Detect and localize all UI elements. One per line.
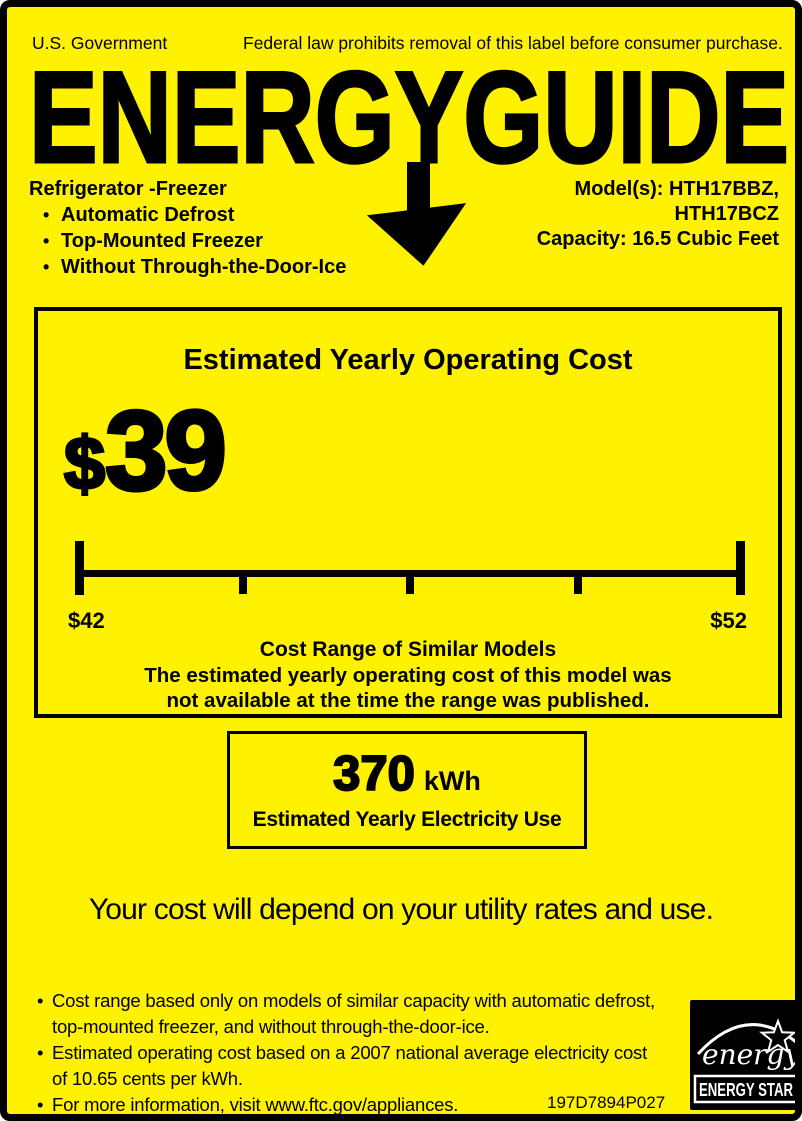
footnote-text: Estimated operating cost based on a 2007… <box>52 1042 648 1063</box>
model-line-2: HTH17BCZ <box>674 203 779 225</box>
bullet-icon: • <box>37 1094 44 1115</box>
scale-max-label: $52 <box>710 608 747 633</box>
scale-min-label: $42 <box>68 608 105 633</box>
yearly-operating-cost: $39 <box>62 393 228 509</box>
bullet-icon: • <box>43 205 50 225</box>
footnote-line: of 10.65 cents per kWh. <box>37 1066 655 1092</box>
footnote-text: top-mounted freezer, and without through… <box>52 1016 490 1037</box>
energyguide-logo-text: ENERGYGUIDE <box>29 63 789 167</box>
footnote-line: top-mounted freezer, and without through… <box>37 1014 655 1040</box>
model-line-1: Model(s): HTH17BBZ, <box>574 178 779 200</box>
part-number: 197D7894P027 <box>547 1093 666 1112</box>
energy-star-label-box <box>693 1074 795 1104</box>
cost-range-note-line2: not available at the time the range was … <box>166 689 650 712</box>
electricity-use-box: 370 kWh Estimated Yearly Electricity Use <box>227 731 587 849</box>
energyguide-logo: ENERGYGUIDE <box>29 63 791 167</box>
utility-rates-note: Your cost will depend on your utility ra… <box>88 893 714 926</box>
footnotes: • Cost range based only on models of simi… <box>37 988 655 1115</box>
cost-box-title: Estimated Yearly Operating Cost <box>183 344 633 376</box>
scale-mid-tick <box>238 570 247 594</box>
feature-label: Top-Mounted Freezer <box>61 230 263 252</box>
feature-item: • Automatic Defrost <box>43 202 346 228</box>
energy-star-label-text: ENERGY STAR <box>699 1080 793 1100</box>
model-info: Model(s): HTH17BBZ, HTH17BCZ Capacity: 1… <box>537 177 779 252</box>
energy-star-logo: energy ENERGY STAR <box>690 1000 801 1110</box>
scale-min-tick <box>75 541 84 595</box>
appliance-type: Refrigerator -Freezer <box>29 178 227 200</box>
cost-range-scale <box>75 541 745 597</box>
bullet-icon: • <box>37 990 44 1011</box>
capacity: Capacity: 16.5 Cubic Feet <box>536 228 779 250</box>
feature-label: Automatic Defrost <box>61 204 235 226</box>
footnote-line: • For more information, visit www.ftc.gov… <box>37 1092 655 1115</box>
scale-max-tick <box>736 541 745 595</box>
feature-item: • Top-Mounted Freezer <box>43 228 346 254</box>
bullet-icon: • <box>37 1042 44 1063</box>
appliance-features: Refrigerator -Freezer • Automatic Defrost… <box>29 176 346 280</box>
footnote-line: • Cost range based only on models of simi… <box>37 988 655 1014</box>
star-icon <box>759 1018 795 1055</box>
cost-range-title: Cost Range of Similar Models <box>259 638 557 661</box>
feature-item: • Without Through-the-Door-Ice <box>43 254 346 280</box>
scale-mid-tick <box>406 570 414 594</box>
footnote-text: of 10.65 cents per kWh. <box>52 1068 243 1089</box>
currency-symbol: $ <box>62 422 106 505</box>
bullet-icon: • <box>43 231 50 251</box>
footnote-text: For more information, visit www.ftc.gov/… <box>52 1094 459 1115</box>
down-arrow-icon <box>366 203 474 272</box>
down-arrow-stem <box>407 162 430 228</box>
feature-label: Without Through-the-Door-Ice <box>61 256 347 278</box>
electricity-use-value-line: 370 kWh <box>230 747 584 801</box>
bullet-icon: • <box>43 257 50 277</box>
cost-amount: 39 <box>103 388 229 513</box>
footnote-text: Cost range based only on models of simil… <box>52 990 655 1011</box>
energy-script-text: energy <box>702 1038 801 1071</box>
footnote-line: • Estimated operating cost based on a 200… <box>37 1040 655 1066</box>
us-government-text: U.S. Government <box>32 33 168 53</box>
scale-mid-tick <box>573 570 582 594</box>
operating-cost-box: Estimated Yearly Operating Cost $39 $42 … <box>34 307 782 718</box>
cost-range-note-line1: The estimated yearly operating cost of t… <box>144 664 672 687</box>
federal-law-notice: Federal law prohibits removal of this la… <box>243 33 783 53</box>
kwh-unit: kWh <box>423 766 481 796</box>
kwh-value: 370 <box>332 747 416 801</box>
electricity-use-caption: Estimated Yearly Electricity Use <box>252 808 562 831</box>
